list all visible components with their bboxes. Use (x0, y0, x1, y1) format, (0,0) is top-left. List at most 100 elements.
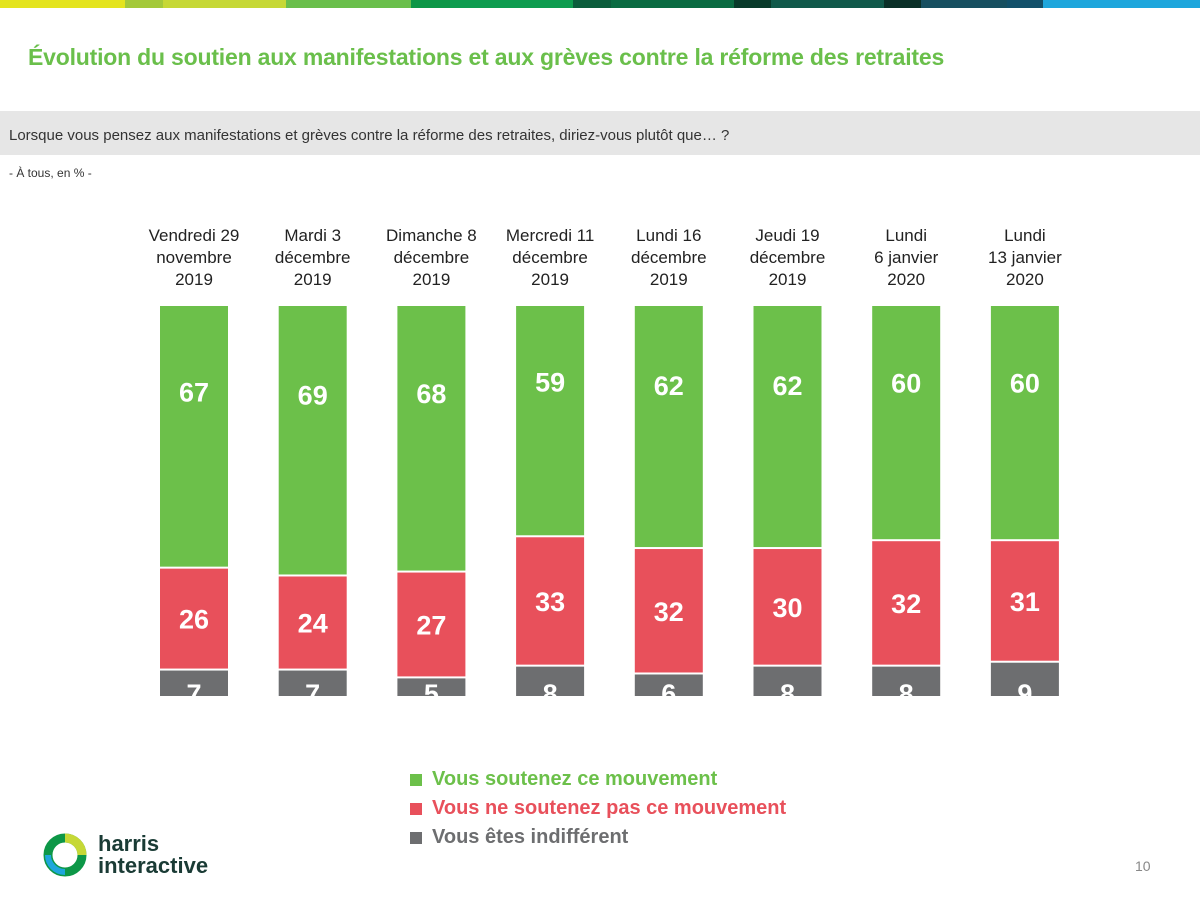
bar-segment (516, 666, 585, 696)
bar-segment (516, 306, 585, 536)
base-note: - À tous, en % - (9, 166, 92, 180)
top-bar-segment (771, 0, 884, 8)
logo-text-line1: harris (98, 831, 160, 856)
data-label: 60 (891, 369, 921, 399)
category-label: 2019 (769, 270, 807, 289)
top-bar-segment (610, 0, 734, 8)
legend-item: Vous soutenez ce mouvement (410, 765, 786, 794)
category-label: 2019 (650, 270, 688, 289)
page-number: 10 (1135, 858, 1151, 874)
data-label: 24 (298, 609, 328, 639)
data-label: 5 (424, 679, 439, 709)
category-label: 2019 (412, 270, 450, 289)
data-label: 33 (535, 587, 565, 617)
bar-segment (753, 549, 822, 665)
top-bar-segment (1042, 0, 1200, 8)
category-label: Jeudi 19 (755, 226, 819, 245)
top-bar-segment (883, 0, 922, 8)
bar-segment (516, 537, 585, 665)
data-label: 68 (416, 379, 446, 409)
legend-item: Vous êtes indifférent (410, 823, 786, 852)
data-label: 59 (535, 367, 565, 397)
top-bar-segment (1007, 0, 1043, 8)
category-label: Lundi 16 (636, 226, 701, 245)
category-label: Dimanche 8 (386, 226, 477, 245)
category-label: 2019 (175, 270, 213, 289)
top-color-bar (0, 0, 1200, 8)
category-label: décembre (631, 248, 707, 267)
legend-label: Vous soutenez ce mouvement (432, 768, 718, 790)
data-label: 69 (298, 380, 328, 410)
category-label: 2020 (887, 270, 925, 289)
data-label: 8 (899, 679, 914, 709)
bar-segment (872, 666, 941, 696)
top-bar-segment (0, 0, 125, 8)
data-label: 31 (1010, 587, 1040, 617)
data-label: 8 (543, 679, 558, 709)
bar-segment (278, 576, 347, 669)
top-bar-segment (285, 0, 411, 8)
data-label: 32 (891, 589, 921, 619)
category-label: Lundi (1004, 226, 1046, 245)
category-label: décembre (512, 248, 588, 267)
logo-ring-icon (43, 833, 87, 877)
legend-swatch (410, 802, 422, 815)
category-label: 6 janvier (874, 248, 939, 267)
bar-segment (634, 674, 703, 696)
bar-segment (990, 662, 1059, 696)
legend: Vous soutenez ce mouvement Vous ne souten… (410, 765, 786, 852)
bar-segment (753, 306, 822, 548)
top-bar-segment (573, 0, 611, 8)
bar-segment (397, 678, 466, 696)
category-label: 2019 (294, 270, 332, 289)
data-label: 26 (179, 605, 209, 635)
data-label: 6 (661, 679, 676, 709)
top-bar-segment (733, 0, 772, 8)
bar-segment (278, 670, 347, 696)
data-label: 9 (1017, 679, 1032, 709)
category-label: Vendredi 29 (149, 226, 240, 245)
bar-segment (990, 306, 1059, 540)
logo-text-line2: interactive (98, 853, 209, 878)
category-label: novembre (156, 248, 232, 267)
question-banner: Lorsque vous pensez aux manifestations e… (0, 111, 1200, 155)
legend-swatch (410, 773, 422, 786)
data-label: 62 (654, 371, 684, 401)
top-bar-segment (450, 0, 574, 8)
bar-segment (872, 541, 941, 665)
top-bar-segment (162, 0, 286, 8)
category-label: 13 janvier (988, 248, 1062, 267)
bar-segment (397, 306, 466, 571)
legend-label: Vous ne soutenez pas ce mouvement (432, 797, 787, 819)
question-text: Lorsque vous pensez aux manifestations e… (9, 127, 730, 144)
data-label: 7 (186, 679, 201, 709)
category-label: Lundi (885, 226, 927, 245)
category-label: 2020 (1006, 270, 1044, 289)
data-label: 67 (179, 378, 209, 408)
category-label: décembre (394, 248, 470, 267)
data-label: 27 (416, 610, 446, 640)
data-label: 30 (772, 593, 802, 623)
category-label: décembre (275, 248, 351, 267)
page-title: Évolution du soutien aux manifestations … (28, 44, 945, 70)
bar-segment (634, 306, 703, 548)
data-label: 60 (1010, 369, 1040, 399)
category-label: Mardi 3 (284, 226, 341, 245)
bar-segment (634, 549, 703, 673)
category-label: décembre (750, 248, 826, 267)
bar-segment (990, 541, 1059, 661)
data-label: 62 (772, 371, 802, 401)
top-bar-segment (921, 0, 1008, 8)
bar-segment (753, 666, 822, 696)
bar-segment (160, 306, 228, 567)
data-label: 32 (654, 597, 684, 627)
bar-segment (872, 306, 941, 540)
legend-label: Vous êtes indifférent (432, 826, 629, 848)
category-label: Mercredi 11 (506, 226, 595, 245)
top-bar-segment (410, 0, 450, 8)
bar-segment (278, 306, 347, 575)
category-label: 2019 (531, 270, 569, 289)
bar-segment (397, 572, 466, 677)
data-label: 8 (780, 679, 795, 709)
